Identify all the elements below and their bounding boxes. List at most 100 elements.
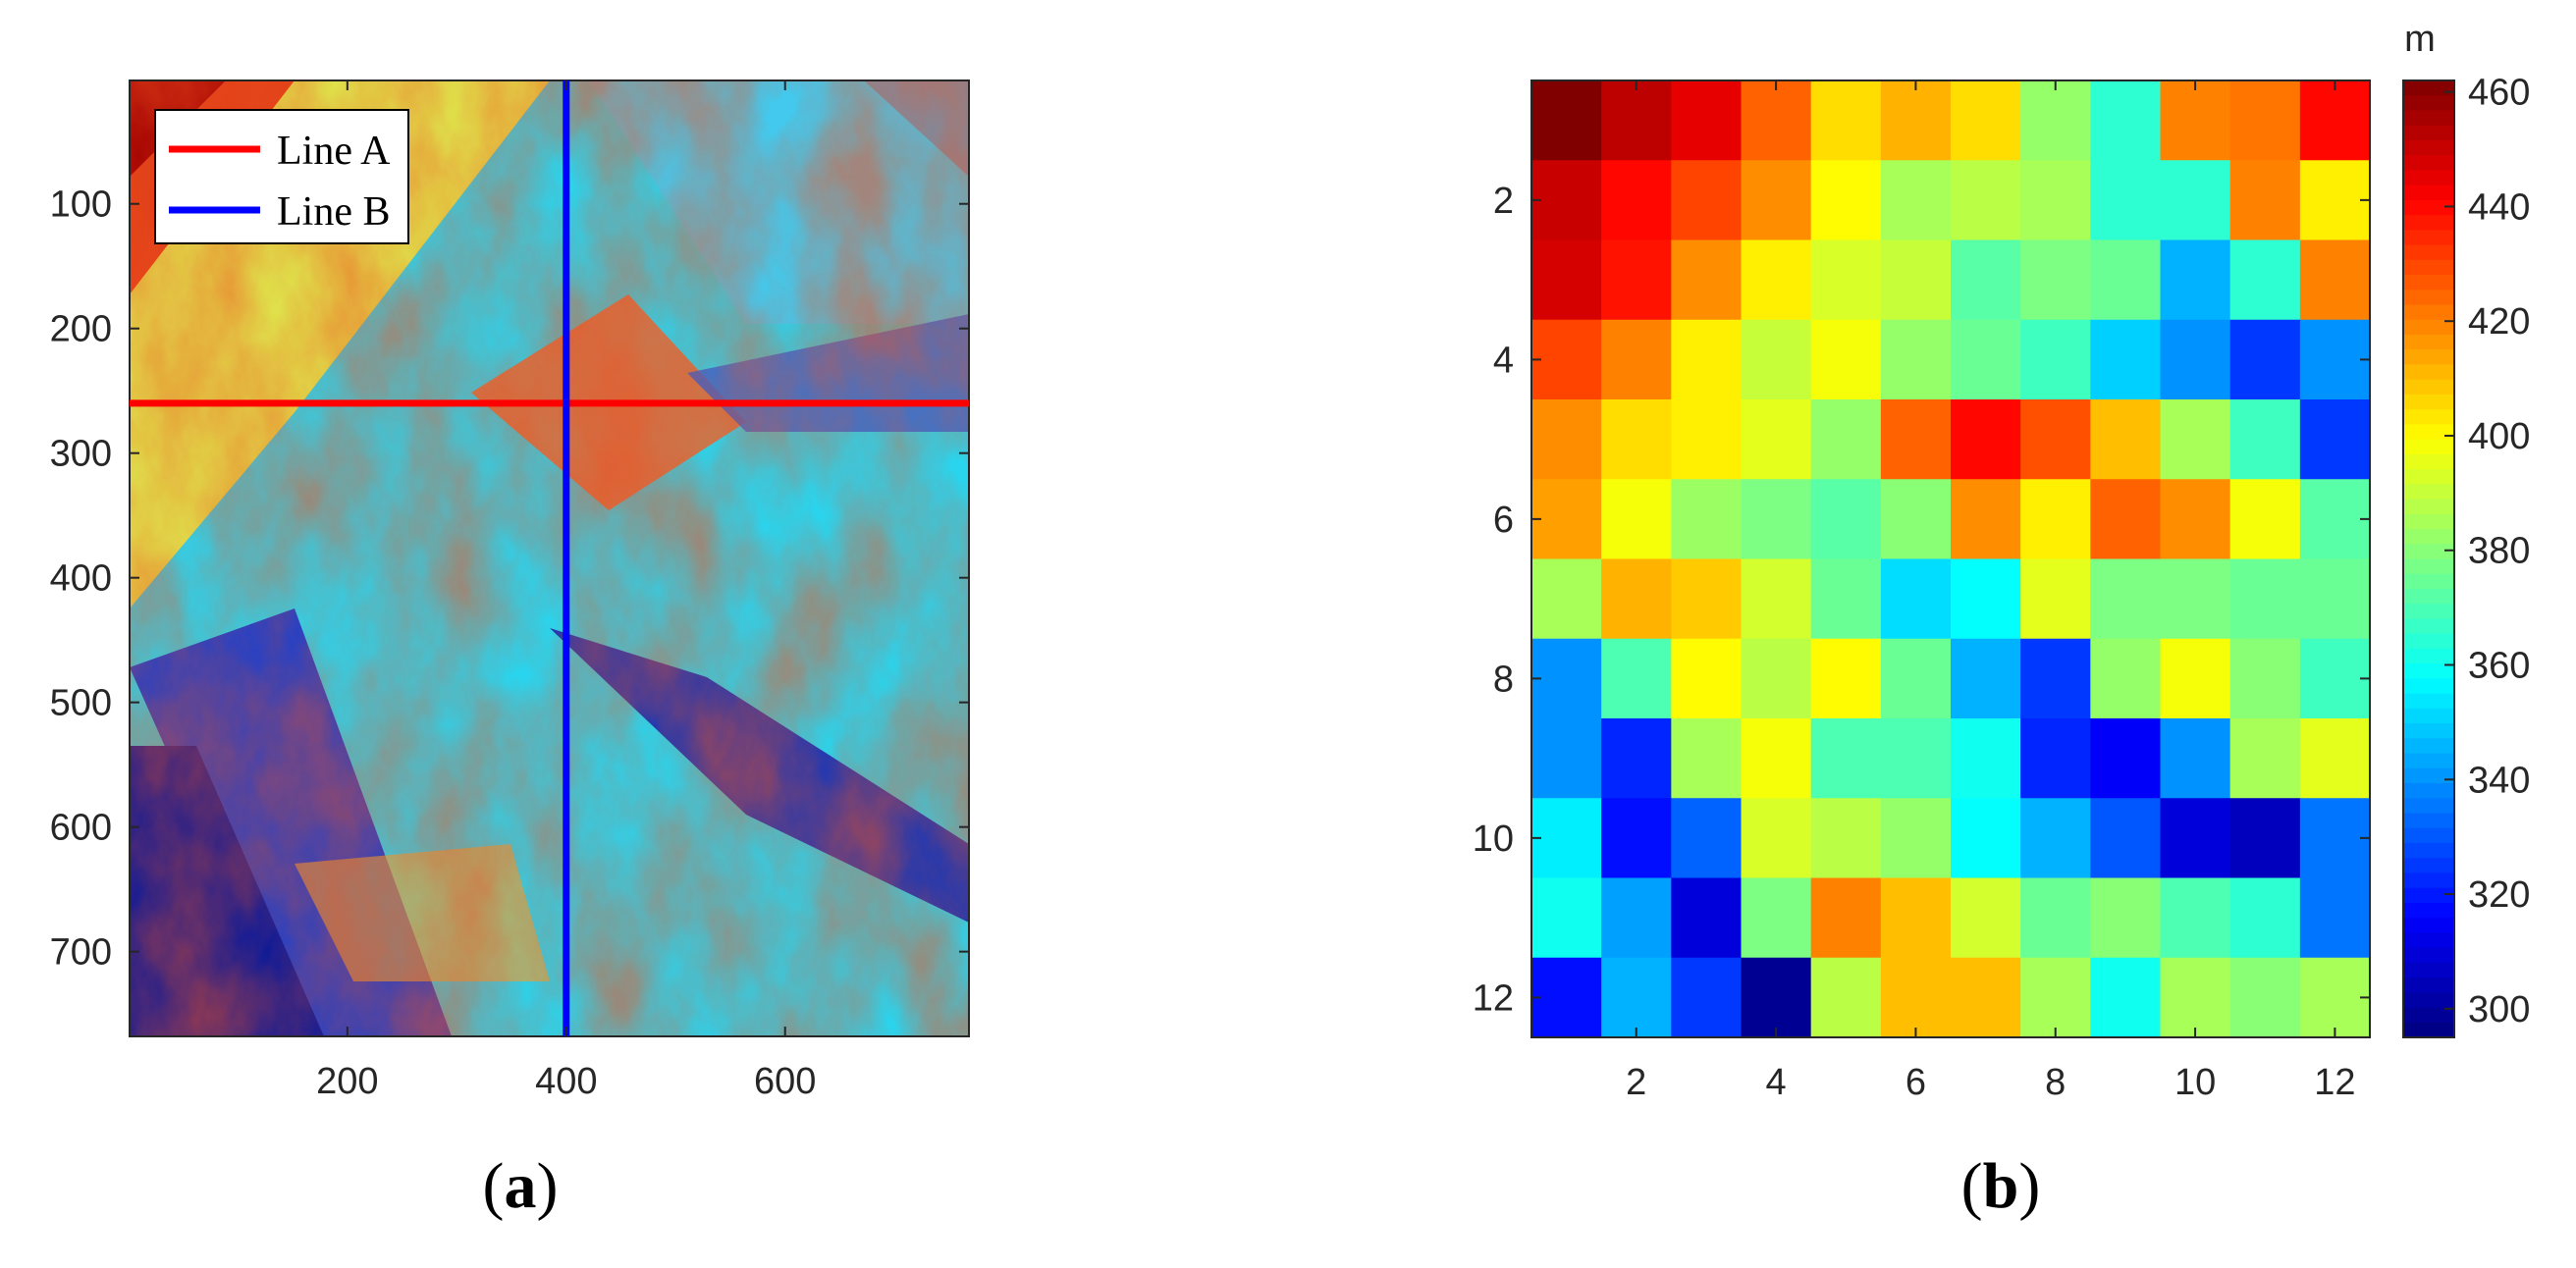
heatmap-cell (2229, 160, 2301, 241)
x-tick-label-a: 200 (316, 1061, 378, 1102)
heatmap-cell (1951, 239, 2021, 321)
heatmap-cell (2020, 479, 2091, 560)
y-tick-label-a: 200 (50, 309, 112, 350)
colorbar-segment (2403, 513, 2454, 530)
heatmap-cell (2020, 399, 2091, 480)
heatmap-cell (1880, 558, 1952, 640)
colorbar-segment (2403, 1022, 2454, 1038)
y-tick-label-a: 300 (50, 434, 112, 475)
colorbar-segment (2403, 872, 2454, 889)
heatmap-cell (2090, 957, 2162, 1038)
heatmap-cell (1880, 798, 1952, 879)
heatmap-cell (1531, 239, 1602, 321)
heatmap-cell (2229, 718, 2301, 799)
heatmap-cell (2020, 638, 2091, 719)
heatmap-cell (1531, 399, 1602, 480)
heatmap-cell (1880, 80, 1952, 161)
heatmap-cell (1880, 399, 1952, 480)
heatmap-cell (1601, 957, 1672, 1038)
colorbar-segment (2403, 977, 2454, 993)
heatmap-cell (1880, 319, 1952, 400)
heatmap-cell (1671, 798, 1743, 879)
y-tick-label-a: 400 (50, 558, 112, 600)
colorbar-segment (2403, 663, 2454, 679)
colorbar-segment (2403, 827, 2454, 844)
heatmap-cell (2160, 399, 2231, 480)
legend-box (154, 109, 409, 244)
x-tick-label-b: 12 (2314, 1062, 2355, 1103)
heatmap-cell (1810, 957, 1882, 1038)
heatmap-cell (1671, 479, 1743, 560)
heatmap-cell (1671, 399, 1743, 480)
heatmap-cell (2020, 160, 2091, 241)
colorbar-segment (2403, 767, 2454, 784)
heatmap-cell (1671, 718, 1743, 799)
heatmap-cell (1531, 798, 1602, 879)
colorbar-segment (2403, 304, 2454, 321)
x-tick-label-b: 10 (2174, 1062, 2216, 1103)
colorbar-segment (2403, 588, 2454, 605)
heatmap-cell (1671, 877, 1743, 959)
colorbar-segment (2403, 139, 2454, 156)
heatmap-cell (2299, 319, 2371, 400)
colorbar-segment (2403, 887, 2454, 904)
heatmap-cell (1810, 558, 1882, 640)
y-tick-label-b: 2 (1493, 181, 1514, 222)
legend: Line A Line B (154, 109, 409, 244)
heatmap-cell (1601, 718, 1672, 799)
heatmap-cell (1531, 957, 1602, 1038)
colorbar-segment (2403, 424, 2454, 441)
heatmap-cell (1810, 160, 1882, 241)
heatmap-cell (1741, 798, 1812, 879)
heatmap-cell (2090, 798, 2162, 879)
colorbar-segment (2403, 558, 2454, 575)
colorbar-segment (2403, 319, 2454, 336)
heatmap-cell (1951, 718, 2021, 799)
heatmap-cell (1951, 798, 2021, 879)
heatmap-cell (1671, 239, 1743, 321)
heatmap-cells (1531, 80, 2371, 1038)
colorbar-segment (2403, 529, 2454, 545)
colorbar-unit-label: m (2404, 19, 2436, 60)
heatmap-cell (2299, 160, 2371, 241)
heatmap-cell (2020, 957, 2091, 1038)
heatmap-cell (2090, 319, 2162, 400)
heatmap-cell (1531, 319, 1602, 400)
heatmap-cell (1810, 479, 1882, 560)
heatmap-cell (1951, 558, 2021, 640)
colorbar-segment (2403, 259, 2454, 276)
heatmap-cell (1810, 399, 1882, 480)
colorbar-segment (2403, 215, 2454, 231)
terrain-map-panel: 200 400 600 100 200 300 400 500 600 700 Line A Li… (50, 79, 970, 1222)
x-tick-label-b: 8 (2045, 1062, 2066, 1103)
heatmap-cell (2299, 638, 2371, 719)
heatmap-cell (2020, 319, 2091, 400)
heatmap-cell (1601, 239, 1672, 321)
y-tick-label-a: 100 (50, 185, 112, 226)
heatmap-cell (2160, 479, 2231, 560)
panel-label-b: (b) (1961, 1150, 2041, 1222)
colorbar-segment (2403, 738, 2454, 755)
heatmap-cell (1880, 877, 1952, 959)
heatmap-cell (2160, 877, 2231, 959)
heatmap-cell (1951, 399, 2021, 480)
y-tick-label-b: 12 (1473, 977, 1514, 1019)
heatmap-cell (1671, 80, 1743, 161)
colorbar-segment (2403, 170, 2454, 186)
heatmap-cell (2020, 877, 2091, 959)
heatmap-cell (2229, 957, 2301, 1038)
heatmap-cell (1951, 638, 2021, 719)
colorbar-segment (2403, 409, 2454, 425)
heatmap-cell (1531, 479, 1602, 560)
heatmap-cell (1810, 877, 1882, 959)
heatmap-cell (1810, 718, 1882, 799)
heatmap-cell (2299, 80, 2371, 161)
heatmap-cell (2160, 239, 2231, 321)
heatmap-cell (2299, 718, 2371, 799)
colorbar-segment (2403, 842, 2454, 859)
heatmap-cell (2160, 718, 2231, 799)
colorbar-segment (2403, 349, 2454, 366)
colorbar-segment (2403, 693, 2454, 710)
heatmap-cell (2160, 957, 2231, 1038)
